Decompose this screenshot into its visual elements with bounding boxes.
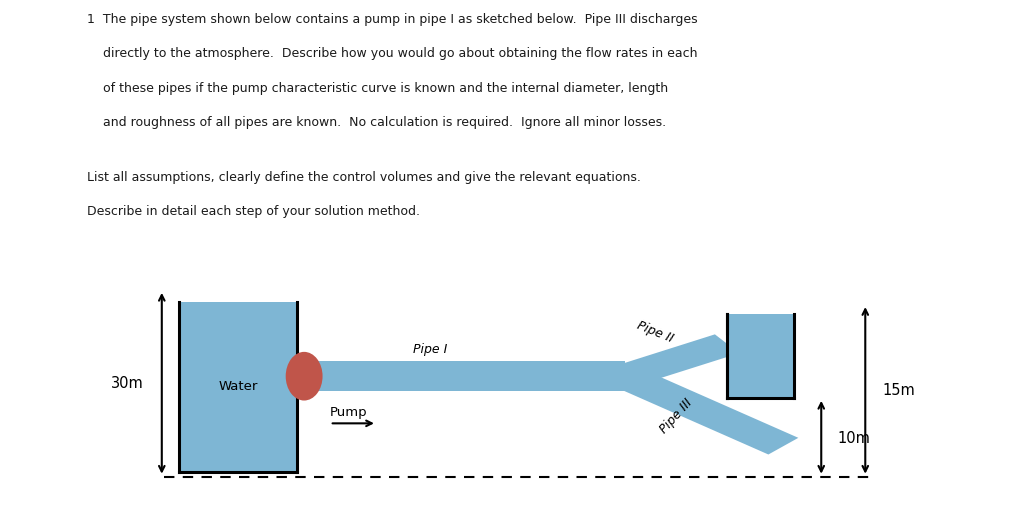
Bar xyxy=(297,361,625,391)
Text: Water: Water xyxy=(218,380,258,393)
Bar xyxy=(727,314,794,398)
Text: 15m: 15m xyxy=(883,383,915,398)
Text: of these pipes if the pump characteristic curve is known and the internal diamet: of these pipes if the pump characteristi… xyxy=(87,82,669,95)
Bar xyxy=(179,302,297,472)
Ellipse shape xyxy=(286,352,323,401)
Text: Pump: Pump xyxy=(330,406,368,419)
Polygon shape xyxy=(612,334,739,386)
Text: Describe in detail each step of your solution method.: Describe in detail each step of your sol… xyxy=(87,205,420,219)
Text: Pipe III: Pipe III xyxy=(657,396,694,436)
Text: 10m: 10m xyxy=(838,431,870,446)
Text: 30m: 30m xyxy=(111,376,143,391)
Text: List all assumptions, clearly define the control volumes and give the relevant e: List all assumptions, clearly define the… xyxy=(87,171,641,184)
Text: 1  The pipe system shown below contains a pump in pipe I as sketched below.  Pip: 1 The pipe system shown below contains a… xyxy=(87,13,697,26)
Text: directly to the atmosphere.  Describe how you would go about obtaining the flow : directly to the atmosphere. Describe how… xyxy=(87,47,697,60)
Text: and roughness of all pipes are known.  No calculation is required.  Ignore all m: and roughness of all pipes are known. No… xyxy=(87,116,667,129)
Polygon shape xyxy=(609,368,799,454)
Text: Pipe I: Pipe I xyxy=(413,343,447,356)
Text: Pipe II: Pipe II xyxy=(635,319,676,345)
